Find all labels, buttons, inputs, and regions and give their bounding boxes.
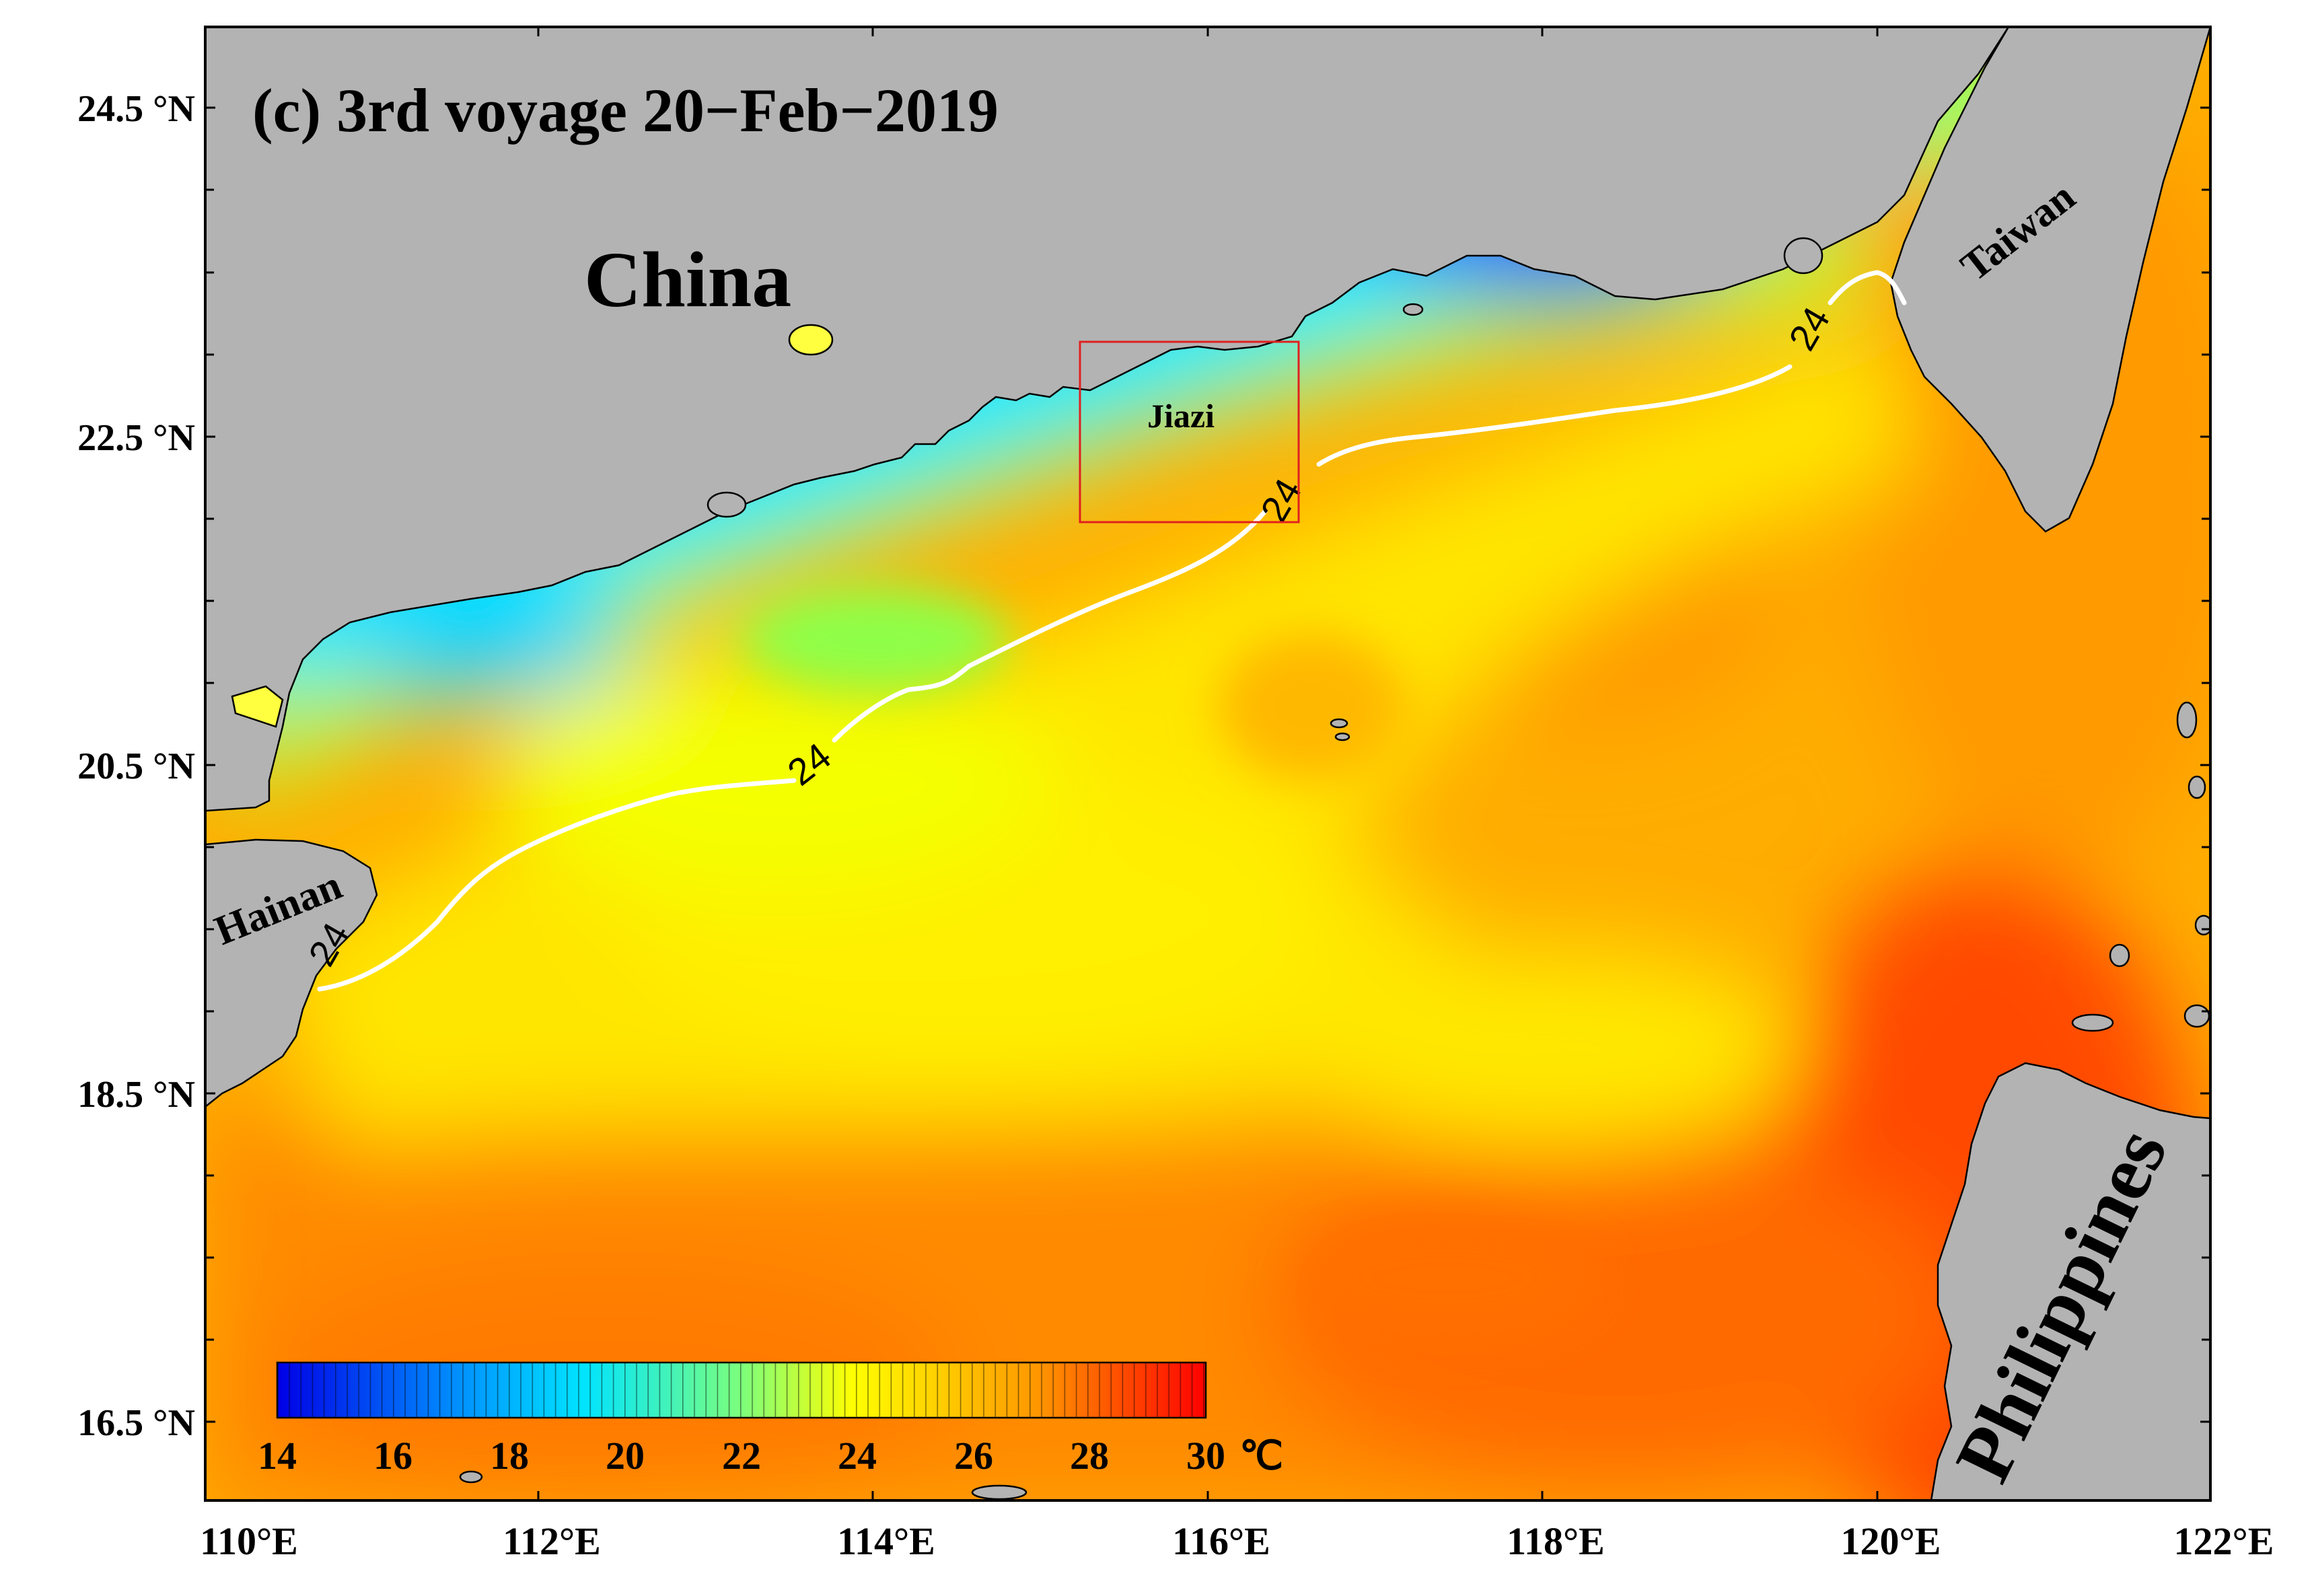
china-coast <box>205 27 2010 812</box>
philippines-island <box>1930 1062 2210 1500</box>
colorbar-tick: 22 <box>722 1434 761 1478</box>
island <box>2183 1004 2210 1028</box>
island <box>1783 237 1823 275</box>
colorbar-tick: 26 <box>954 1434 993 1478</box>
land <box>205 27 2210 1500</box>
y-axis-labels: 24.5 °N 22.5 °N 20.5 °N 18.5 °N 16.5 °N <box>77 88 195 1444</box>
x-axis-labels: 110°E 112°E 114°E 116°E 118°E 120°E 122°… <box>200 1519 2274 1563</box>
island <box>459 1470 483 1484</box>
taiwan-island <box>1889 27 2210 533</box>
island <box>1334 732 1350 741</box>
title: (c) 3rd voyage 20−Feb−2019 <box>252 76 999 145</box>
x-tick-label: 114°E <box>837 1519 935 1563</box>
island <box>2109 943 2130 968</box>
colorbar-frame <box>276 1361 1207 1419</box>
colorbar-tick: 18 <box>490 1434 529 1478</box>
colorbar-tick: 20 <box>606 1434 645 1478</box>
y-tick-label: 16.5 °N <box>77 1402 195 1444</box>
x-tick-label: 118°E <box>1507 1519 1605 1563</box>
colorbar: 14 16 18 20 22 24 26 28 30 ℃ <box>258 1361 1283 1478</box>
colorbar-tick: 28 <box>1070 1434 1109 1478</box>
isotherm-24 <box>317 270 1907 992</box>
x-tick-label: 116°E <box>1172 1519 1270 1563</box>
colorbar-tick-labels: 14 16 18 20 22 24 26 28 30 ℃ <box>258 1434 1283 1478</box>
x-tick-label: 110°E <box>200 1519 298 1563</box>
label-china: China <box>584 235 791 324</box>
hainan-island <box>205 838 378 1108</box>
x-tick-label: 112°E <box>503 1519 601 1563</box>
island <box>1402 303 1424 316</box>
y-tick-label: 22.5 °N <box>77 417 195 459</box>
island <box>971 1484 1027 1500</box>
island <box>707 491 747 518</box>
island <box>2176 701 2198 739</box>
y-tick-label: 24.5 °N <box>77 88 195 130</box>
colorbar-unit: ℃ <box>1239 1434 1283 1478</box>
y-tick-label: 18.5 °N <box>77 1074 195 1116</box>
island <box>2071 1013 2114 1032</box>
leizhou-island <box>231 685 284 728</box>
island <box>1330 718 1348 729</box>
colorbar-tick: 16 <box>373 1434 412 1478</box>
x-tick-label: 120°E <box>1841 1519 1941 1563</box>
colorbar-tick: 24 <box>838 1434 877 1478</box>
colorbar-levels <box>277 1363 1206 1418</box>
y-tick-label: 20.5 °N <box>77 746 195 787</box>
colorbar-tick: 30 <box>1186 1434 1225 1478</box>
label-jiazi: Jiazi <box>1147 397 1215 435</box>
colorbar-tick: 14 <box>258 1434 297 1478</box>
x-tick-label: 122°E <box>2174 1519 2274 1563</box>
jiazi-study-box <box>1079 340 1300 523</box>
axis-ticks <box>205 27 2210 1500</box>
island <box>2188 775 2206 799</box>
island <box>788 324 834 356</box>
